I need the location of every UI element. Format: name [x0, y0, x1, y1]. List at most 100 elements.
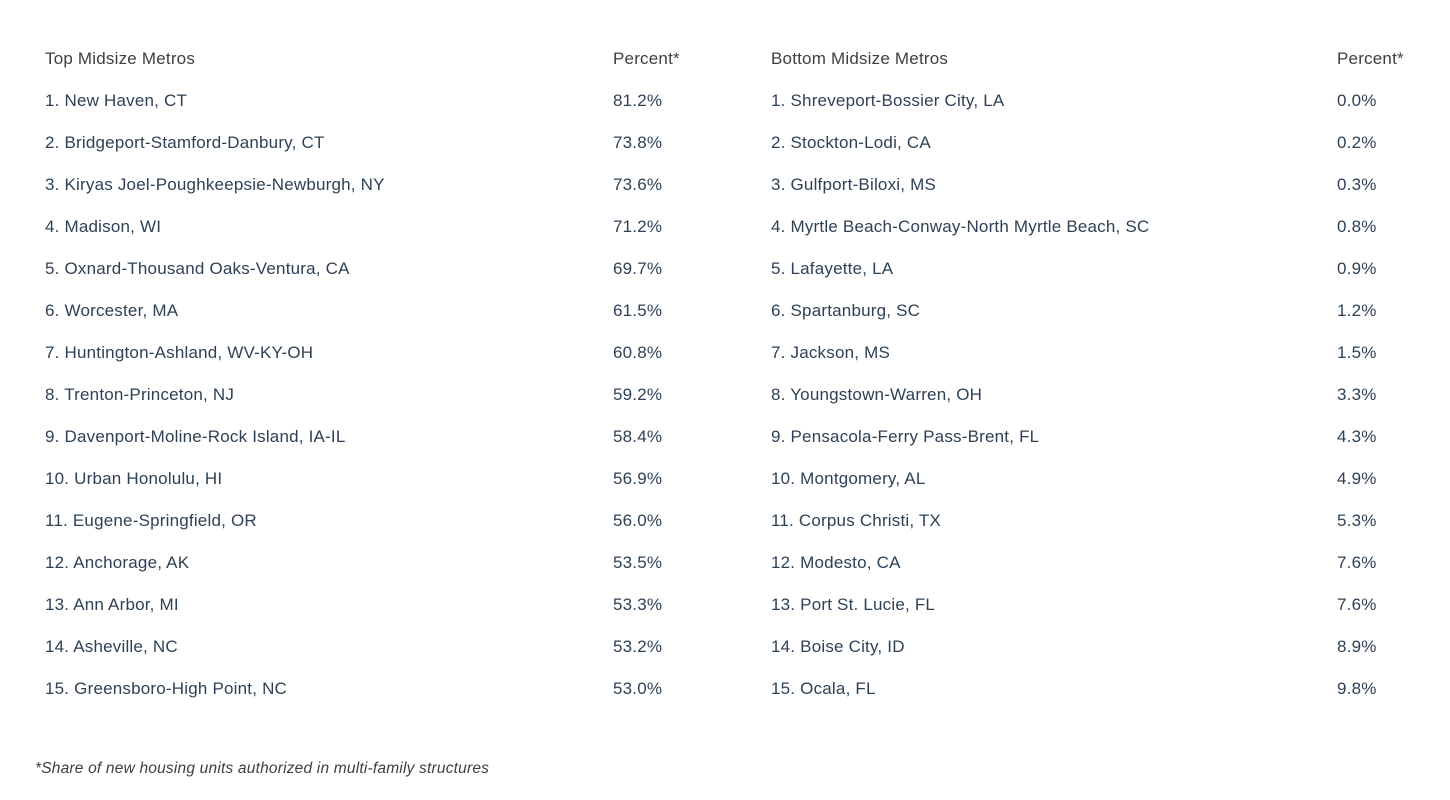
metro-name: 3. Gulfport-Biloxi, MS [771, 175, 937, 194]
metro-name: 13. Ann Arbor, MI [45, 595, 179, 614]
metro-percent: 56.9% [613, 469, 663, 488]
metro-name: 10. Urban Honolulu, HI [45, 469, 223, 488]
metro-name: 2. Bridgeport-Stamford-Danbury, CT [45, 133, 325, 152]
table-row: 11. Eugene-Springfield, OR 56.0% [45, 500, 695, 542]
metro-name: 9. Davenport-Moline-Rock Island, IA-IL [45, 427, 346, 446]
metro-percent: 73.6% [613, 175, 663, 194]
metro-name: 2. Stockton-Lodi, CA [771, 133, 931, 152]
metro-name: 7. Jackson, MS [771, 343, 891, 362]
table-row: 3. Kiryas Joel-Poughkeepsie-Newburgh, NY… [45, 164, 695, 206]
metro-name: 12. Anchorage, AK [45, 553, 190, 572]
metro-percent: 0.2% [1337, 133, 1377, 152]
metro-percent: 53.2% [613, 637, 663, 656]
metro-percent: 81.2% [613, 91, 663, 110]
metro-percent: 60.8% [613, 343, 663, 362]
metro-name: 1. Shreveport-Bossier City, LA [771, 91, 1005, 110]
metro-percent: 73.8% [613, 133, 663, 152]
table-row: 7. Jackson, MS 1.5% [771, 332, 1421, 374]
metro-name: 4. Madison, WI [45, 217, 162, 236]
metro-percent: 53.3% [613, 595, 663, 614]
metro-percent: 3.3% [1337, 385, 1377, 404]
metro-name: 9. Pensacola-Ferry Pass-Brent, FL [771, 427, 1040, 446]
table-row: 14. Boise City, ID 8.9% [771, 626, 1421, 668]
table-row: 13. Ann Arbor, MI 53.3% [45, 584, 695, 626]
metro-name: 8. Trenton-Princeton, NJ [45, 385, 235, 404]
metro-name: 15. Greensboro-High Point, NC [45, 679, 288, 698]
metro-name: 1. New Haven, CT [45, 91, 188, 110]
metro-percent: 0.3% [1337, 175, 1377, 194]
metro-percent: 4.9% [1337, 469, 1377, 488]
table-row: 9. Davenport-Moline-Rock Island, IA-IL 58… [45, 416, 695, 458]
table-row: 12. Modesto, CA 7.6% [771, 542, 1421, 584]
table-row: 5. Lafayette, LA 0.9% [771, 248, 1421, 290]
metro-column-header: Top Midsize Metros [45, 49, 196, 68]
table-header: Bottom Midsize Metros Percent* [771, 38, 1421, 80]
table-row: 11. Corpus Christi, TX 5.3% [771, 500, 1421, 542]
metro-percent: 7.6% [1337, 553, 1377, 572]
metro-percent: 0.9% [1337, 259, 1377, 278]
metro-percent: 5.3% [1337, 511, 1377, 530]
metro-name: 5. Lafayette, LA [771, 259, 894, 278]
metro-name: 12. Modesto, CA [771, 553, 901, 572]
table-row: 7. Huntington-Ashland, WV-KY-OH 60.8% [45, 332, 695, 374]
metro-name: 6. Spartanburg, SC [771, 301, 921, 320]
metro-percent: 1.2% [1337, 301, 1377, 320]
metro-percent: 59.2% [613, 385, 663, 404]
table-row: 13. Port St. Lucie, FL 7.6% [771, 584, 1421, 626]
top-midsize-metros-table: Top Midsize Metros Percent* 1. New Haven… [45, 38, 695, 710]
metro-percent: 53.0% [613, 679, 663, 698]
metro-percent: 61.5% [613, 301, 663, 320]
metro-name: 6. Worcester, MA [45, 301, 179, 320]
table-row: 5. Oxnard-Thousand Oaks-Ventura, CA 69.7% [45, 248, 695, 290]
metro-percent: 71.2% [613, 217, 663, 236]
metro-column-header: Bottom Midsize Metros [771, 49, 949, 68]
metro-name: 15. Ocala, FL [771, 679, 876, 698]
metro-name: 8. Youngstown-Warren, OH [771, 385, 983, 404]
table-row: 1. New Haven, CT 81.2% [45, 80, 695, 122]
bottom-midsize-metros-table: Bottom Midsize Metros Percent* 1. Shreve… [771, 38, 1421, 710]
footnote: *Share of new housing units authorized i… [35, 760, 490, 777]
table-row: 9. Pensacola-Ferry Pass-Brent, FL 4.3% [771, 416, 1421, 458]
metro-percent: 1.5% [1337, 343, 1377, 362]
metro-name: 14. Boise City, ID [771, 637, 905, 656]
table-row: 6. Spartanburg, SC 1.2% [771, 290, 1421, 332]
table-rows: 1. New Haven, CT 81.2% 2. Bridgeport-Stamf… [45, 80, 695, 710]
metro-percent: 53.5% [613, 553, 663, 572]
metro-name: 13. Port St. Lucie, FL [771, 595, 936, 614]
table-header: Top Midsize Metros Percent* [45, 38, 695, 80]
table-row: 14. Asheville, NC 53.2% [45, 626, 695, 668]
table-row: 2. Bridgeport-Stamford-Danbury, CT 73.8% [45, 122, 695, 164]
metro-percent: 7.6% [1337, 595, 1377, 614]
metro-percent: 4.3% [1337, 427, 1377, 446]
metro-percent: 9.8% [1337, 679, 1377, 698]
metro-percent: 0.8% [1337, 217, 1377, 236]
metro-name: 11. Corpus Christi, TX [771, 511, 942, 530]
table-row: 15. Greensboro-High Point, NC 53.0% [45, 668, 695, 710]
metro-percent: 8.9% [1337, 637, 1377, 656]
table-row: 15. Ocala, FL 9.8% [771, 668, 1421, 710]
metro-percent: 58.4% [613, 427, 663, 446]
table-row: 4. Madison, WI 71.2% [45, 206, 695, 248]
table-row: 3. Gulfport-Biloxi, MS 0.3% [771, 164, 1421, 206]
metro-name: 11. Eugene-Springfield, OR [45, 511, 257, 530]
metro-name: 7. Huntington-Ashland, WV-KY-OH [45, 343, 314, 362]
percent-column-header: Percent* [613, 49, 680, 68]
metro-percent: 0.0% [1337, 91, 1377, 110]
table-row: 8. Trenton-Princeton, NJ 59.2% [45, 374, 695, 416]
table-row: 1. Shreveport-Bossier City, LA 0.0% [771, 80, 1421, 122]
metro-name: 14. Asheville, NC [45, 637, 178, 656]
table-row: 2. Stockton-Lodi, CA 0.2% [771, 122, 1421, 164]
table-row: 8. Youngstown-Warren, OH 3.3% [771, 374, 1421, 416]
metro-percent: 56.0% [613, 511, 663, 530]
metro-name: 10. Montgomery, AL [771, 469, 926, 488]
table-row: 12. Anchorage, AK 53.5% [45, 542, 695, 584]
metro-name: 4. Myrtle Beach-Conway-North Myrtle Beac… [771, 217, 1150, 236]
metro-name: 5. Oxnard-Thousand Oaks-Ventura, CA [45, 259, 350, 278]
table-rows: 1. Shreveport-Bossier City, LA 0.0% 2. Sto… [771, 80, 1421, 710]
metro-percent: 69.7% [613, 259, 663, 278]
metro-name: 3. Kiryas Joel-Poughkeepsie-Newburgh, NY [45, 175, 385, 194]
table-row: 10. Urban Honolulu, HI 56.9% [45, 458, 695, 500]
table-row: 4. Myrtle Beach-Conway-North Myrtle Beac… [771, 206, 1421, 248]
table-row: 6. Worcester, MA 61.5% [45, 290, 695, 332]
